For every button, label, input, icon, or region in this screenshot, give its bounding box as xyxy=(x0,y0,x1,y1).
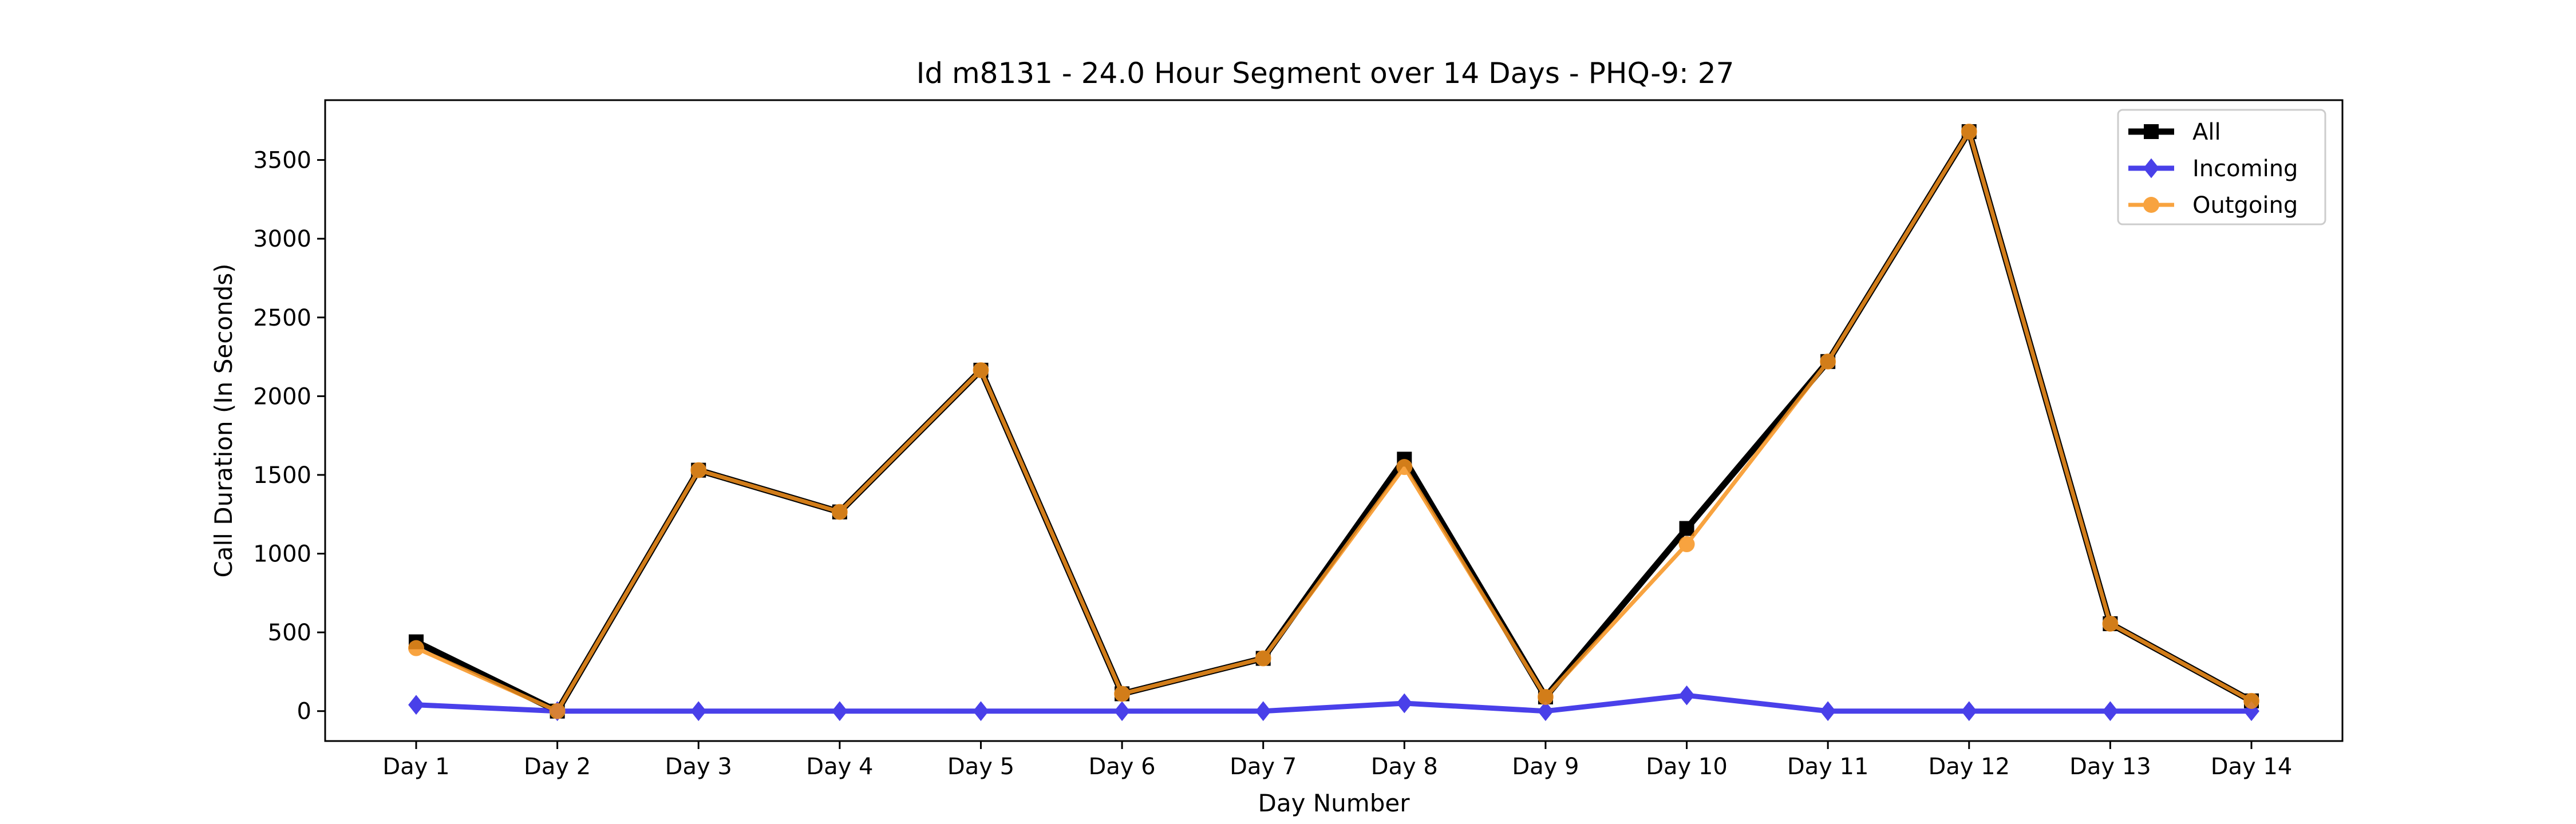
y-tick-label: 0 xyxy=(297,699,311,725)
data-point-outgoing xyxy=(1537,688,1554,705)
data-point-outgoing xyxy=(408,640,424,656)
legend-label: All xyxy=(2192,119,2221,145)
y-tick-label: 500 xyxy=(268,620,311,646)
x-tick-label: Day 6 xyxy=(1088,754,1155,780)
legend-marker xyxy=(2143,197,2159,213)
legend-label: Outgoing xyxy=(2192,192,2298,219)
data-point-incoming xyxy=(1678,685,1695,706)
x-tick-label: Day 7 xyxy=(1230,754,1297,780)
data-point-outgoing xyxy=(1255,650,1271,667)
data-point-outgoing xyxy=(1961,124,1977,140)
data-point-all xyxy=(1679,521,1694,536)
x-tick-label: Day 2 xyxy=(524,754,591,780)
x-axis-label: Day Number xyxy=(1258,789,1410,817)
data-point-outgoing xyxy=(2102,615,2119,632)
x-tick-label: Day 14 xyxy=(2211,754,2293,780)
x-tick-label: Day 9 xyxy=(1512,754,1579,780)
data-point-incoming xyxy=(1820,701,1836,722)
x-tick-label: Day 8 xyxy=(1371,754,1438,780)
y-tick-label: 3000 xyxy=(253,226,311,252)
data-point-outgoing xyxy=(1396,459,1413,476)
legend-box xyxy=(2117,109,2326,225)
plot-frame xyxy=(324,99,2344,742)
y-tick-label: 2500 xyxy=(253,305,311,331)
y-axis-label: Call Duration (In Seconds) xyxy=(210,263,238,577)
y-tick-label: 1000 xyxy=(253,541,311,568)
data-point-incoming xyxy=(973,701,989,722)
legend-marker xyxy=(2144,124,2159,139)
x-tick-label: Day 13 xyxy=(2069,754,2151,780)
data-point-outgoing xyxy=(690,462,707,478)
x-tick-label: Day 3 xyxy=(665,754,732,780)
data-point-incoming xyxy=(690,701,707,722)
data-point-incoming xyxy=(1396,693,1413,714)
legend: All Incoming Outgoing xyxy=(2117,109,2326,225)
data-point-incoming xyxy=(1255,701,1271,722)
data-point-outgoing xyxy=(549,703,566,719)
legend-item-outgoing xyxy=(2128,197,2174,213)
legend-item-all xyxy=(2128,124,2174,139)
data-point-incoming xyxy=(1538,701,1554,722)
x-tick-label: Day 11 xyxy=(1787,754,1869,780)
chart-title: Id m8131 - 24.0 Hour Segment over 14 Day… xyxy=(916,57,1735,90)
data-point-outgoing xyxy=(1820,353,1836,370)
x-tick-label: Day 1 xyxy=(382,754,449,780)
y-tick-label: 3500 xyxy=(253,148,311,174)
data-point-incoming xyxy=(1114,701,1130,722)
series-line-outgoing xyxy=(415,129,2253,714)
data-point-incoming xyxy=(2102,701,2119,722)
data-point-outgoing xyxy=(1678,536,1695,553)
x-tick-label: Day 12 xyxy=(1928,754,2010,780)
data-point-incoming xyxy=(831,701,848,722)
legend-item-incoming xyxy=(2128,158,2174,179)
legend-label: Incoming xyxy=(2192,156,2298,182)
data-point-outgoing xyxy=(831,504,848,520)
data-point-outgoing xyxy=(1114,686,1131,702)
data-point-outgoing xyxy=(973,362,989,378)
data-point-incoming xyxy=(408,695,424,715)
x-tick-label: Day 10 xyxy=(1646,754,1728,780)
legend-marker xyxy=(2143,158,2159,179)
series-line-incoming xyxy=(416,692,2251,714)
x-tick-label: Day 4 xyxy=(806,754,873,780)
data-point-outgoing xyxy=(2243,692,2259,709)
series-outgoing xyxy=(408,124,2259,719)
y-tick-label: 2000 xyxy=(253,383,311,410)
data-point-incoming xyxy=(1961,701,1977,722)
x-tick-label: Day 5 xyxy=(947,754,1014,780)
y-tick-label: 1500 xyxy=(253,462,311,489)
